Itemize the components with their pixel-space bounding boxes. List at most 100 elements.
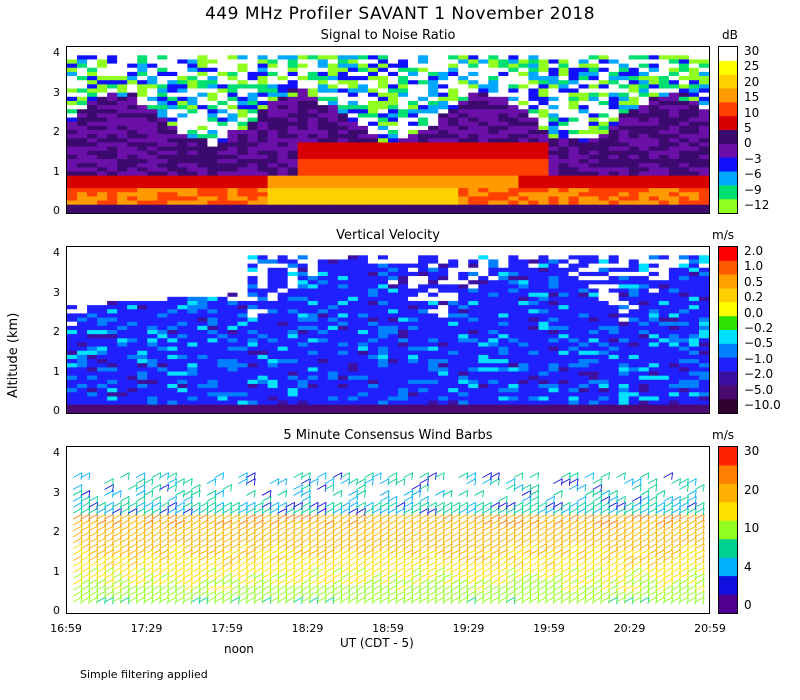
snr-cell <box>628 192 640 197</box>
velocity-cell <box>227 325 239 331</box>
velocity-cell <box>317 371 329 377</box>
velocity-cell <box>247 359 259 364</box>
snr-cell <box>377 167 389 173</box>
snr-cell <box>618 179 630 185</box>
snr-cell <box>127 55 138 61</box>
velocity-cell <box>618 408 630 413</box>
snr-cell <box>117 200 128 206</box>
snr-cell <box>588 84 600 90</box>
velocity-cell <box>618 317 630 323</box>
snr-colorbar-label: −3 <box>744 151 762 166</box>
velocity-cell <box>648 408 660 413</box>
snr-cell <box>688 80 700 85</box>
snr-cell <box>167 175 178 181</box>
velocity-cell <box>137 338 148 344</box>
velocity-cell <box>97 408 108 413</box>
snr-cell <box>67 142 78 148</box>
velocity-cell <box>287 330 299 335</box>
velocity-cell <box>217 305 229 310</box>
snr-cell <box>608 179 620 185</box>
velocity-cell <box>357 251 369 256</box>
velocity-cell <box>548 309 560 314</box>
velocity-cell <box>107 313 118 319</box>
snr-cell <box>257 117 269 123</box>
snr-cell <box>347 150 359 156</box>
velocity-cell <box>367 338 379 344</box>
snr-cell <box>548 71 560 77</box>
velocity-cell <box>608 305 620 310</box>
snr-cell <box>558 100 570 106</box>
velocity-cell <box>428 363 439 368</box>
velocity-cell <box>448 379 459 385</box>
velocity-cell <box>327 255 339 261</box>
snr-cell <box>598 134 610 139</box>
snr-cell <box>197 109 209 114</box>
velocity-cell <box>578 346 590 352</box>
velocity-cell <box>167 383 178 389</box>
velocity-cell <box>658 408 670 413</box>
velocity-cell <box>267 371 279 377</box>
snr-cell <box>177 117 188 123</box>
snr-cell <box>518 167 530 173</box>
snr-cell <box>518 146 530 152</box>
snr-cell <box>398 159 409 164</box>
snr-cell <box>668 154 680 160</box>
velocity-cell <box>628 292 640 298</box>
velocity-cell <box>317 247 329 252</box>
velocity-cell <box>388 388 399 393</box>
snr-cell <box>117 105 128 110</box>
snr-cell <box>538 159 550 164</box>
velocity-cell <box>187 255 199 261</box>
snr-cell <box>558 175 570 181</box>
snr-cell <box>327 47 339 52</box>
velocity-cell <box>488 408 499 413</box>
velocity-cell <box>518 354 530 360</box>
snr-cell <box>468 71 479 77</box>
snr-cell <box>267 121 279 127</box>
snr-cell <box>117 80 128 85</box>
snr-cell <box>117 121 128 127</box>
snr-cell <box>448 142 459 148</box>
snr-cell <box>488 84 499 90</box>
snr-cell <box>568 76 580 81</box>
snr-cell <box>458 134 469 139</box>
velocity-cell <box>478 396 489 402</box>
velocity-cell <box>538 371 550 377</box>
snr-cell <box>247 154 259 160</box>
velocity-cell <box>668 247 680 252</box>
velocity-cell <box>137 292 148 298</box>
velocity-cell <box>137 317 148 323</box>
snr-cell <box>167 113 178 119</box>
snr-cell <box>187 125 199 131</box>
snr-cell <box>548 117 560 123</box>
velocity-cell <box>438 350 449 356</box>
snr-cell <box>67 88 78 94</box>
velocity-cell <box>307 271 319 277</box>
snr-cell <box>548 88 560 94</box>
snr-cell <box>418 125 429 131</box>
velocity-cell <box>367 354 379 360</box>
snr-cell <box>588 80 600 85</box>
velocity-cell <box>337 280 349 285</box>
velocity-cell <box>347 330 359 335</box>
snr-cell <box>187 183 199 189</box>
velocity-cell <box>87 350 98 356</box>
velocity-cell <box>117 267 128 273</box>
velocity-cell <box>548 325 560 331</box>
snr-cell <box>458 192 469 197</box>
velocity-cell <box>538 383 550 389</box>
velocity-cell <box>147 305 158 310</box>
velocity-cell <box>77 300 88 306</box>
snr-cell <box>77 117 88 123</box>
snr-cell <box>518 150 530 156</box>
snr-cell <box>388 134 399 139</box>
snr-cell <box>408 171 419 177</box>
snr-cell <box>157 134 168 139</box>
velocity-cell <box>177 325 188 331</box>
velocity-cell <box>187 321 199 327</box>
velocity-cell <box>107 334 118 339</box>
velocity-cell <box>357 305 369 310</box>
velocity-cell <box>448 404 459 410</box>
snr-cell <box>648 204 660 210</box>
snr-cell <box>107 113 118 119</box>
